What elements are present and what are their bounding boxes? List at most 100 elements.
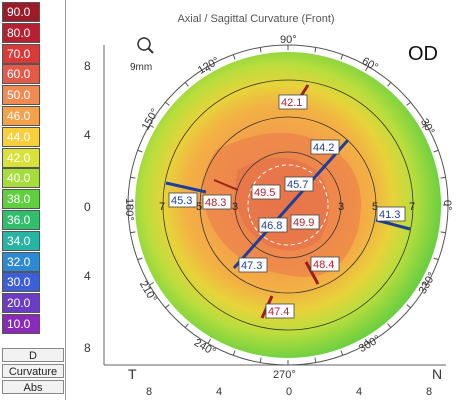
y-tick-label: 4 bbox=[84, 128, 91, 142]
scale-swatch: 10.0 bbox=[2, 314, 40, 334]
eye-label: OD bbox=[408, 43, 438, 65]
reading-value: 46.8 bbox=[261, 220, 282, 232]
y-tick-label: 8 bbox=[84, 59, 91, 73]
magnifier-label: 9mm bbox=[130, 62, 152, 73]
angle-tick bbox=[365, 338, 369, 344]
angle-tick bbox=[149, 124, 155, 128]
scale-swatch: 50.0 bbox=[2, 85, 40, 106]
angle-label: 60° bbox=[360, 55, 380, 74]
x-axis-ticks: 8 4 0 4 8 bbox=[146, 386, 432, 398]
reading-value: 47.3 bbox=[241, 260, 262, 272]
y-tick-label: 0 bbox=[84, 200, 91, 214]
angle-tick bbox=[387, 323, 392, 328]
angle-tick bbox=[137, 257, 143, 261]
ring-7mm bbox=[162, 79, 414, 331]
scale-swatch: 42.0 bbox=[2, 147, 40, 168]
y-tick-label: 8 bbox=[84, 341, 91, 355]
angle-label: 90° bbox=[280, 34, 297, 46]
reading-value: 48.4 bbox=[313, 259, 334, 271]
angle-tick bbox=[406, 304, 411, 309]
scale-swatch: 38.0 bbox=[2, 189, 40, 210]
angle-tick bbox=[314, 357, 317, 363]
scale-swatch: 20.0 bbox=[2, 293, 40, 314]
angle-tick bbox=[387, 82, 392, 87]
angle-tick bbox=[440, 231, 446, 234]
angle-tick bbox=[232, 54, 236, 60]
scale-swatch: 70.0 bbox=[2, 43, 40, 64]
scale-swatch: 30.0 bbox=[2, 272, 40, 293]
scale-swatch: 40.0 bbox=[2, 168, 40, 189]
flat-axis-marker bbox=[375, 218, 411, 231]
steep-axis-marker bbox=[213, 179, 239, 191]
reading-value: 49.9 bbox=[293, 217, 314, 229]
ring-label: 3 bbox=[338, 201, 344, 213]
angle-tick bbox=[130, 176, 136, 179]
steep-axis-marker bbox=[304, 261, 320, 285]
angle-tick bbox=[421, 282, 427, 286]
x-tick-label: 4 bbox=[216, 386, 222, 398]
angle-tick bbox=[137, 149, 143, 153]
angle-tick bbox=[130, 231, 136, 234]
angle-label: 210° bbox=[137, 279, 159, 305]
angle-tick bbox=[184, 82, 189, 87]
x-tick-label: 4 bbox=[356, 386, 362, 398]
angle-tick bbox=[433, 149, 439, 153]
angle-ticks bbox=[128, 45, 448, 365]
angle-tick bbox=[440, 176, 446, 179]
nasal-label: N bbox=[432, 366, 442, 382]
reading-value: 45.7 bbox=[287, 179, 308, 191]
y-tick-label: 4 bbox=[84, 269, 91, 283]
angle-label: 180° bbox=[123, 198, 135, 221]
scale-swatch: 90.0 bbox=[2, 2, 40, 22]
angle-tick bbox=[314, 47, 317, 53]
angle-tick bbox=[340, 350, 344, 356]
ring-3mm bbox=[234, 151, 342, 259]
reading-value: 49.5 bbox=[254, 187, 275, 199]
scale-swatch: 44.0 bbox=[2, 126, 40, 147]
scale-abs-label[interactable]: Abs bbox=[2, 380, 64, 394]
scale-swatch: 60.0 bbox=[2, 64, 40, 85]
ring-label: 5 bbox=[196, 201, 202, 213]
ring-label: 7 bbox=[159, 201, 165, 213]
reading-value: 41.3 bbox=[379, 209, 400, 221]
angle-tick bbox=[149, 282, 155, 286]
x-tick-label: 8 bbox=[426, 386, 432, 398]
angle-label: 0° bbox=[441, 200, 453, 211]
map-title: Axial / Sagittal Curvature (Front) bbox=[177, 13, 334, 25]
y-axis-ticks: 8 4 0 4 8 bbox=[84, 59, 91, 355]
scale-swatch: 46.0 bbox=[2, 106, 40, 126]
temporal-label: T bbox=[128, 366, 137, 382]
x-tick-label: 0 bbox=[286, 386, 292, 398]
reading-value: 44.2 bbox=[313, 142, 334, 154]
angle-tick bbox=[207, 66, 211, 72]
angle-tick bbox=[340, 54, 344, 60]
magnifier-icon[interactable] bbox=[137, 37, 154, 54]
reading-value: 48.3 bbox=[205, 197, 226, 209]
ring-5mm bbox=[199, 116, 377, 294]
scale-mode-label: Curvature bbox=[2, 364, 64, 378]
angle-tick bbox=[232, 350, 236, 356]
x-tick-label: 8 bbox=[146, 386, 152, 398]
scale-unit-label: D bbox=[2, 348, 64, 362]
color-scale-legend: 90.0 80.0 70.0 60.0 50.0 46.0 44.0 42.0 40.0 38.0… bbox=[0, 0, 66, 400]
scale-swatch: 80.0 bbox=[2, 22, 40, 43]
angle-tick bbox=[421, 124, 427, 128]
ring-label: 3 bbox=[232, 201, 238, 213]
angle-tick bbox=[259, 357, 262, 363]
angle-tick bbox=[165, 101, 170, 106]
angle-tick bbox=[433, 257, 439, 261]
angle-tick bbox=[165, 304, 170, 309]
flat-axis bbox=[232, 139, 350, 269]
reading-value: 45.3 bbox=[171, 195, 192, 207]
angle-tick bbox=[207, 338, 211, 344]
angle-tick bbox=[184, 323, 189, 328]
reading-value: 47.4 bbox=[268, 306, 289, 318]
angle-tick bbox=[406, 101, 411, 106]
angle-tick bbox=[365, 66, 369, 72]
angle-tick bbox=[259, 47, 262, 53]
topography-map: Axial / Sagittal Curvature (Front) 8 4 0… bbox=[84, 13, 453, 398]
flat-axis-marker bbox=[165, 181, 207, 194]
scale-swatch: 34.0 bbox=[2, 230, 40, 251]
ring-label: 7 bbox=[409, 201, 415, 213]
reading-boxes: 42.1 44.2 45.7 45.3 48.3 49.5 46.8 49.9 … bbox=[168, 94, 406, 319]
